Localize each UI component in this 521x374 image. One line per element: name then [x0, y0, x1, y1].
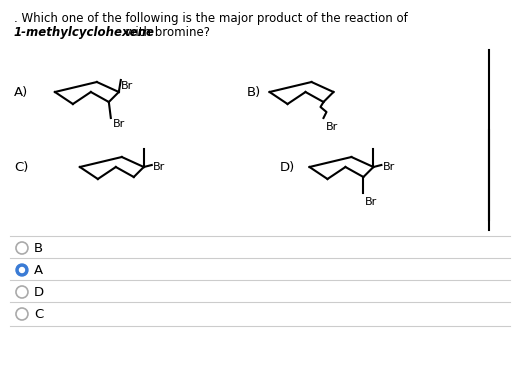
Text: . Which one of the following is the major product of the reaction of: . Which one of the following is the majo…: [14, 12, 408, 25]
Text: B): B): [246, 86, 261, 98]
Text: A: A: [34, 264, 43, 276]
Text: Br: Br: [326, 122, 338, 132]
Text: B: B: [34, 242, 43, 254]
Text: C): C): [14, 160, 28, 174]
Text: D): D): [280, 160, 295, 174]
Text: Br: Br: [153, 162, 165, 172]
Text: Br: Br: [364, 197, 377, 207]
Text: D: D: [34, 285, 44, 298]
Text: Br: Br: [382, 162, 394, 172]
Text: A): A): [14, 86, 28, 98]
Text: 1-methylcyclohexene: 1-methylcyclohexene: [14, 26, 155, 39]
Text: C: C: [34, 307, 43, 321]
Text: Br: Br: [113, 119, 125, 129]
Text: with bromine?: with bromine?: [122, 26, 210, 39]
Text: Br: Br: [121, 81, 133, 91]
Circle shape: [16, 264, 28, 276]
Circle shape: [19, 267, 24, 273]
